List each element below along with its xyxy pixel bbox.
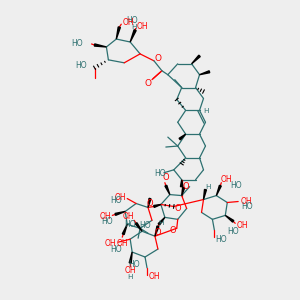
Text: HO: HO	[128, 260, 140, 269]
Polygon shape	[130, 30, 136, 42]
Polygon shape	[155, 226, 159, 236]
Polygon shape	[179, 134, 186, 140]
Text: OH: OH	[105, 238, 116, 247]
Text: HO: HO	[102, 217, 113, 226]
Polygon shape	[225, 215, 234, 222]
Text: HO: HO	[75, 61, 87, 70]
Text: O: O	[174, 204, 181, 213]
Polygon shape	[129, 252, 132, 263]
Text: OH: OH	[236, 221, 248, 230]
Text: HO: HO	[241, 202, 253, 211]
Polygon shape	[116, 27, 120, 39]
Text: O: O	[163, 173, 169, 182]
Text: H: H	[128, 274, 133, 280]
Text: HO: HO	[230, 181, 242, 190]
Text: OH: OH	[148, 272, 160, 281]
Polygon shape	[203, 189, 206, 200]
Polygon shape	[154, 205, 161, 207]
Polygon shape	[181, 180, 183, 187]
Text: O: O	[147, 199, 153, 208]
Polygon shape	[216, 185, 221, 196]
Text: OH: OH	[240, 197, 252, 206]
Text: O: O	[154, 54, 161, 63]
Polygon shape	[200, 71, 210, 75]
Polygon shape	[94, 44, 106, 47]
Polygon shape	[122, 224, 127, 235]
Text: H: H	[131, 24, 137, 30]
Polygon shape	[182, 188, 184, 196]
Text: HO: HO	[154, 169, 166, 178]
Text: H: H	[158, 220, 164, 226]
Text: O: O	[169, 226, 176, 235]
Text: H: H	[204, 108, 209, 114]
Text: O: O	[154, 228, 161, 237]
Polygon shape	[165, 185, 170, 195]
Text: HO: HO	[71, 40, 82, 49]
Text: HO: HO	[215, 235, 227, 244]
Text: HO: HO	[126, 16, 138, 25]
Text: HO: HO	[227, 227, 239, 236]
Text: H: H	[206, 184, 211, 190]
Text: OH: OH	[136, 22, 148, 31]
Text: OH: OH	[122, 18, 134, 27]
Polygon shape	[148, 198, 151, 208]
Text: HO: HO	[140, 221, 151, 230]
Text: HO: HO	[110, 244, 122, 253]
Text: OH: OH	[100, 212, 111, 221]
Polygon shape	[115, 212, 125, 215]
Polygon shape	[135, 223, 142, 231]
Polygon shape	[158, 218, 165, 225]
Text: OH: OH	[116, 238, 128, 247]
Text: O: O	[145, 79, 152, 88]
Text: OH: OH	[115, 193, 126, 202]
Text: O: O	[182, 182, 189, 191]
Text: HO: HO	[111, 196, 122, 205]
Text: OH: OH	[124, 266, 136, 275]
Polygon shape	[192, 55, 200, 64]
Text: OH: OH	[122, 212, 134, 221]
Text: HO: HO	[124, 220, 136, 229]
Text: OH: OH	[220, 175, 232, 184]
